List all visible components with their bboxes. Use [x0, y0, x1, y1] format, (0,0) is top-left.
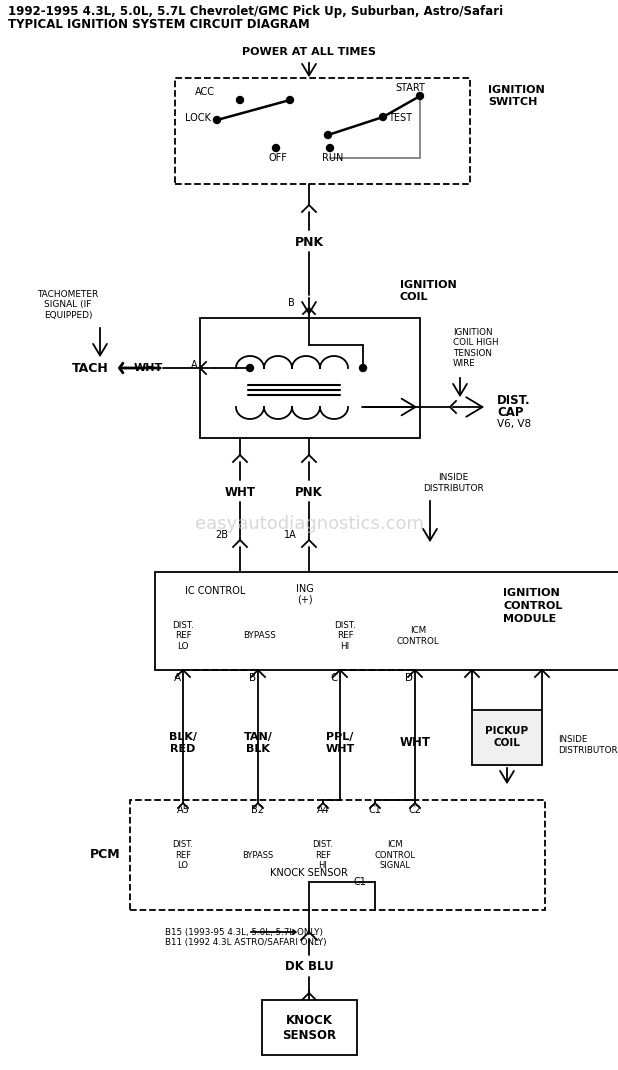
Text: DIST.
REF
HI: DIST. REF HI	[334, 621, 356, 651]
Text: B11 (1992 4.3L ASTRO/SAFARI ONLY): B11 (1992 4.3L ASTRO/SAFARI ONLY)	[165, 937, 327, 947]
Text: IGNITION: IGNITION	[503, 588, 560, 598]
Text: IGNITION: IGNITION	[488, 85, 544, 95]
Text: CAP: CAP	[497, 406, 523, 418]
Text: WHT: WHT	[399, 736, 431, 749]
Text: B2: B2	[252, 805, 265, 815]
Text: B: B	[249, 673, 256, 683]
Text: CONTROL: CONTROL	[503, 601, 562, 611]
Text: ICM
CONTROL: ICM CONTROL	[397, 626, 439, 645]
Text: ING: ING	[296, 584, 314, 594]
Text: MODULE: MODULE	[503, 614, 556, 624]
Circle shape	[417, 92, 423, 100]
Text: RUN: RUN	[323, 153, 344, 163]
Text: IGNITION: IGNITION	[400, 280, 457, 290]
Bar	[175, 78, 470, 184]
Circle shape	[379, 113, 386, 121]
Text: DIST.
REF
HI: DIST. REF HI	[313, 840, 334, 870]
Circle shape	[324, 132, 331, 138]
Text: A4: A4	[316, 805, 329, 815]
Text: DIST.: DIST.	[497, 394, 531, 407]
Text: C1: C1	[368, 805, 381, 815]
Bar	[262, 1000, 357, 1055]
Text: C2: C2	[408, 805, 421, 815]
Circle shape	[326, 144, 334, 152]
Text: 1992-1995 4.3L, 5.0L, 5.7L Chevrolet/GMC Pick Up, Suburban, Astro/Safari: 1992-1995 4.3L, 5.0L, 5.7L Chevrolet/GMC…	[8, 5, 503, 18]
Text: START: START	[395, 83, 425, 93]
Circle shape	[273, 144, 279, 152]
Text: V6, V8: V6, V8	[497, 419, 531, 429]
Text: LOCK: LOCK	[185, 113, 211, 123]
Text: 1A: 1A	[284, 530, 297, 540]
Text: TACHOMETER
SIGNAL (IF
EQUIPPED): TACHOMETER SIGNAL (IF EQUIPPED)	[37, 290, 99, 320]
Text: DIST.
REF
LO: DIST. REF LO	[172, 840, 193, 870]
Text: B15 (1993-95 4.3L, 5.0L, 5.7L ONLY): B15 (1993-95 4.3L, 5.0L, 5.7L ONLY)	[165, 928, 323, 936]
Text: C1: C1	[353, 877, 366, 887]
Circle shape	[237, 96, 243, 104]
Text: WHT: WHT	[224, 486, 255, 499]
Text: A5: A5	[177, 805, 190, 815]
Text: KNOCK SENSOR: KNOCK SENSOR	[270, 868, 348, 878]
Text: DIST.
REF
LO: DIST. REF LO	[172, 621, 194, 651]
Text: INSIDE
DISTRIBUTOR: INSIDE DISTRIBUTOR	[423, 473, 483, 492]
Text: A: A	[174, 673, 181, 683]
Text: SWITCH: SWITCH	[488, 97, 538, 107]
Text: OFF: OFF	[269, 153, 287, 163]
Text: PPL/
WHT: PPL/ WHT	[325, 732, 355, 753]
Text: IGNITION
COIL HIGH
TENSION
WIRE: IGNITION COIL HIGH TENSION WIRE	[453, 327, 499, 368]
Text: PCM: PCM	[90, 849, 121, 861]
Circle shape	[360, 365, 366, 371]
Text: PICKUP
COIL: PICKUP COIL	[485, 727, 528, 748]
Text: WHT: WHT	[133, 363, 163, 373]
Text: ACC: ACC	[195, 87, 215, 97]
Circle shape	[287, 96, 294, 104]
Text: BYPASS: BYPASS	[243, 631, 276, 641]
Text: POWER AT ALL TIMES: POWER AT ALL TIMES	[242, 47, 376, 57]
Text: 2B: 2B	[215, 530, 228, 540]
Text: BLK/
RED: BLK/ RED	[169, 732, 197, 753]
Text: PNK: PNK	[294, 236, 324, 249]
Text: INSIDE
DISTRIBUTOR: INSIDE DISTRIBUTOR	[558, 735, 617, 754]
Text: B: B	[288, 299, 295, 308]
Text: easyautodiagnostics.com: easyautodiagnostics.com	[195, 515, 423, 533]
Circle shape	[247, 365, 253, 371]
Text: TAN/
BLK: TAN/ BLK	[243, 732, 273, 753]
Circle shape	[213, 117, 221, 123]
Text: COIL: COIL	[400, 292, 428, 302]
Text: KNOCK
SENSOR: KNOCK SENSOR	[282, 1014, 336, 1042]
Text: PNK: PNK	[295, 486, 323, 499]
Text: TEST: TEST	[388, 113, 412, 123]
Text: IC CONTROL: IC CONTROL	[185, 586, 245, 596]
Text: D: D	[405, 673, 413, 683]
Text: TYPICAL IGNITION SYSTEM CIRCUIT DIAGRAM: TYPICAL IGNITION SYSTEM CIRCUIT DIAGRAM	[8, 18, 310, 31]
Text: C: C	[331, 673, 338, 683]
Bar	[472, 710, 542, 765]
Text: BYPASS: BYPASS	[242, 851, 274, 859]
Bar	[155, 572, 618, 670]
Text: TACH: TACH	[72, 362, 108, 374]
Text: DK BLU: DK BLU	[285, 961, 333, 974]
Text: ICM
CONTROL
SIGNAL: ICM CONTROL SIGNAL	[375, 840, 415, 870]
Text: A: A	[192, 360, 198, 370]
Bar	[130, 800, 545, 910]
Text: (+): (+)	[297, 595, 313, 605]
Bar	[200, 318, 420, 438]
